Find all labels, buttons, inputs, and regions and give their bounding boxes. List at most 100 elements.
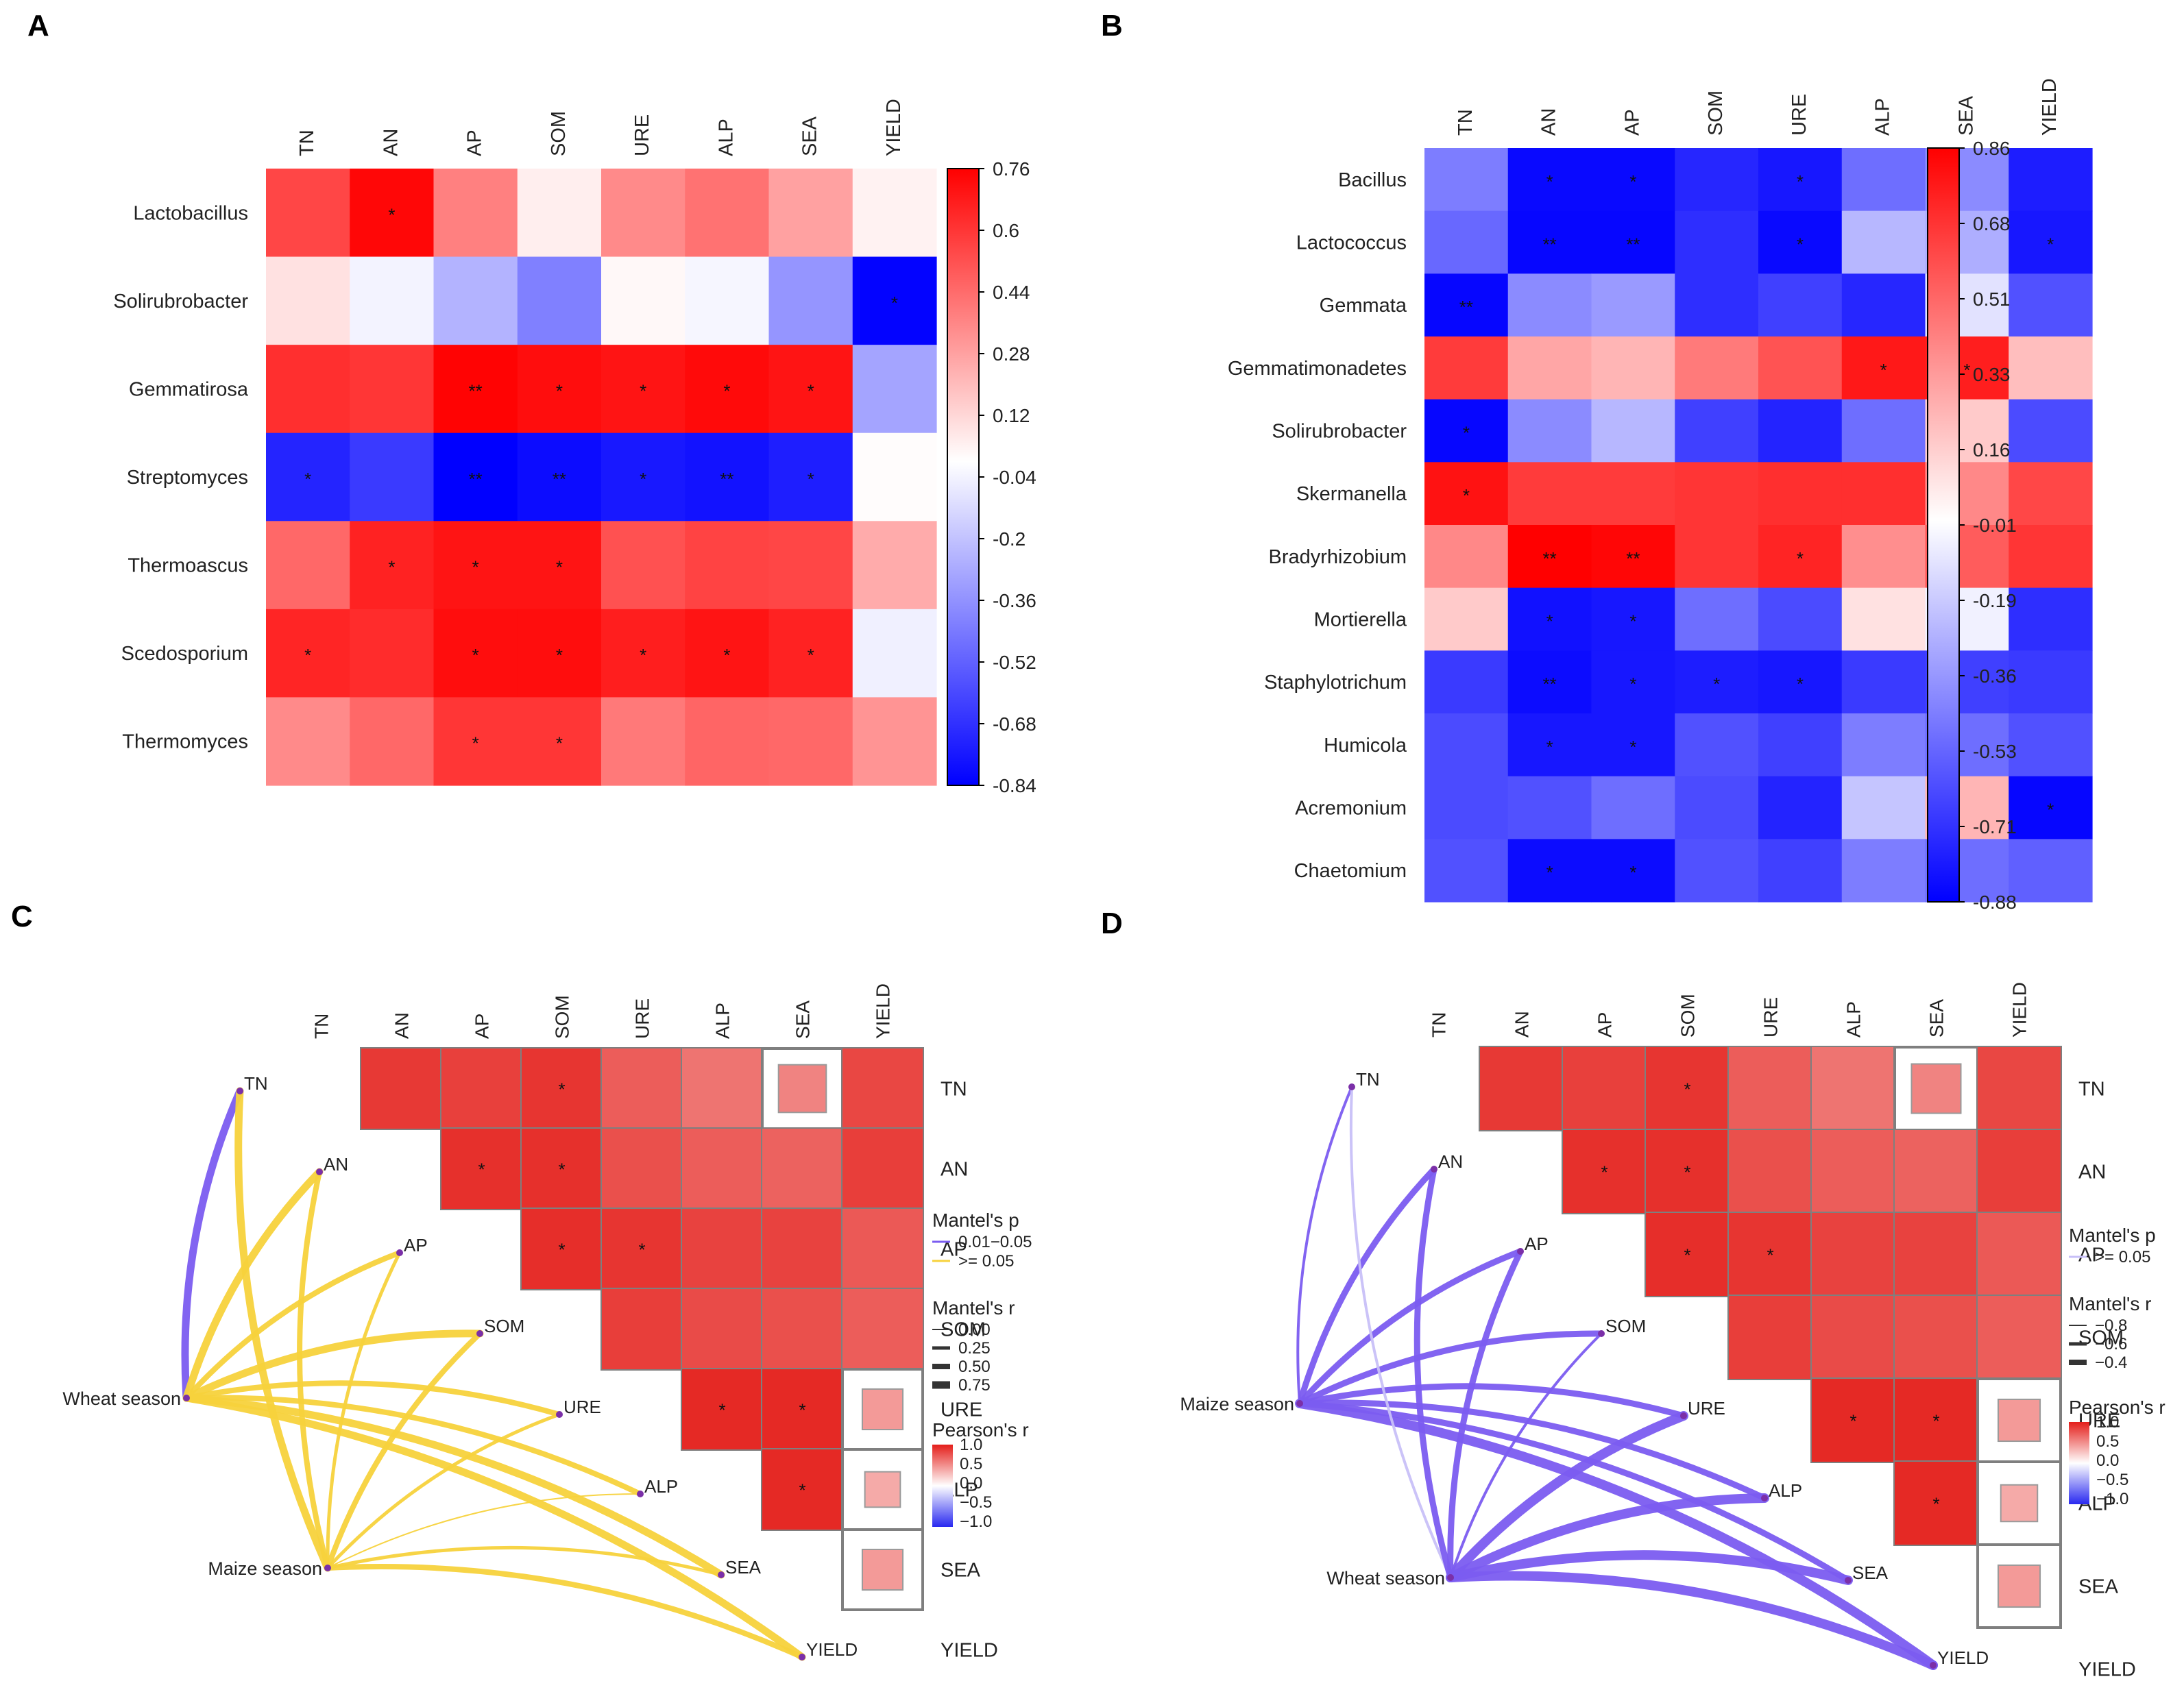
colorbar-tick-label: -0.71 xyxy=(1973,816,2017,837)
heatmap-cell xyxy=(1507,839,1592,903)
mantel-link xyxy=(182,1394,806,1661)
mantel-link xyxy=(1446,1411,1688,1582)
heatmap-cell xyxy=(1841,462,1926,526)
heatmap-cell xyxy=(433,256,518,345)
heatmap-a: TN AN AP SOM URE ALP SEA YIELD Lactobacillus Soli… xyxy=(113,99,1036,796)
node-label: YIELD xyxy=(1937,1647,1989,1668)
legend-label: >= 0.05 xyxy=(2095,1248,2150,1266)
variable-node xyxy=(1680,1412,1687,1419)
correlation-square xyxy=(762,1209,842,1289)
heatmap-cell xyxy=(1507,587,1592,651)
heatmap-cell xyxy=(2009,462,2093,526)
correlation-square xyxy=(682,1369,762,1449)
heatmap-cell xyxy=(2009,525,2093,589)
colorbar-tick-label: -0.52 xyxy=(993,652,1036,673)
heatmap-cell xyxy=(852,345,937,434)
column-label: TN xyxy=(1455,109,1477,136)
row-label: AP xyxy=(2078,1245,2105,1266)
heatmap-cell xyxy=(266,256,350,345)
correlation-square xyxy=(602,1289,682,1369)
mantel-link xyxy=(1413,1166,1454,1581)
significance-star: * xyxy=(1684,1245,1690,1266)
correlation-square xyxy=(1997,1398,2041,1443)
heatmap-cell xyxy=(601,521,685,610)
correlation-square xyxy=(1978,1047,2061,1130)
significance-star: * xyxy=(1849,1411,1856,1432)
heatmap-cell xyxy=(1675,587,1759,651)
heatmap-cell xyxy=(601,609,685,698)
colorbar-tick-label: -0.19 xyxy=(1973,590,2017,611)
significance-star: ** xyxy=(1626,234,1640,255)
colorbar-tick-label: 0.76 xyxy=(993,158,1030,180)
significance-star: ** xyxy=(1543,234,1557,255)
heatmap-cell xyxy=(1507,336,1592,400)
mantel-link xyxy=(1449,1332,1603,1579)
significance-star: * xyxy=(1713,674,1720,694)
heatmap-cell xyxy=(1424,650,1509,714)
row-label: Bacillus xyxy=(1338,169,1407,191)
source-label: Maize season xyxy=(1180,1394,1294,1414)
correlation-square xyxy=(1646,1213,1729,1296)
column-label: SEA xyxy=(799,116,821,156)
correlation-square xyxy=(1812,1379,1895,1462)
heatmap-cell xyxy=(350,697,435,786)
significance-star: * xyxy=(808,469,814,489)
variable-node xyxy=(236,1088,243,1094)
significance-star: * xyxy=(723,645,730,665)
heatmap-cell xyxy=(1424,399,1509,463)
significance-star: * xyxy=(1629,862,1636,883)
node-label: YIELD xyxy=(806,1639,858,1660)
correlation-square xyxy=(842,1049,923,1129)
heatmap-cell xyxy=(1675,713,1759,777)
node-label: SOM xyxy=(484,1316,524,1336)
heatmap-cell xyxy=(685,609,770,698)
heatmap-cell xyxy=(852,256,937,345)
significance-star: * xyxy=(1463,423,1470,443)
significance-star: * xyxy=(1546,171,1553,192)
correlation-square xyxy=(1812,1296,1895,1379)
variable-node xyxy=(556,1411,563,1418)
heatmap-cell xyxy=(1675,399,1759,463)
significance-star: * xyxy=(1932,1411,1939,1432)
column-label: YIELD xyxy=(883,99,905,156)
significance-star: ** xyxy=(1543,548,1557,569)
correlation-square xyxy=(522,1209,602,1289)
correlation-square xyxy=(1895,1296,1978,1379)
heatmap-cell xyxy=(1424,273,1509,337)
correlation-square xyxy=(762,1369,842,1449)
mantel-link xyxy=(1296,1330,1605,1407)
row-label: Solirubrobacter xyxy=(1272,421,1407,443)
heatmap-cell xyxy=(517,432,602,522)
significance-star: * xyxy=(1546,737,1553,757)
significance-star: * xyxy=(556,733,563,754)
variable-node xyxy=(799,1654,805,1660)
column-label: TN xyxy=(311,1014,332,1039)
legend-label: 0.0 xyxy=(960,1474,982,1493)
heatmap-cell xyxy=(1758,336,1843,400)
variable-node xyxy=(476,1330,483,1337)
correlation-square xyxy=(1997,1564,2041,1608)
heatmap-cell xyxy=(1591,587,1675,651)
heatmap-cell xyxy=(1591,336,1675,400)
significance-star: * xyxy=(1546,611,1553,632)
significance-star: * xyxy=(1463,485,1470,506)
heatmap-cell xyxy=(1758,148,1843,212)
column-label: SOM xyxy=(548,111,570,156)
node-label: TN xyxy=(244,1073,268,1094)
heatmap-cell xyxy=(685,169,770,258)
mantel-link xyxy=(326,1251,402,1570)
correlation-square xyxy=(1812,1213,1895,1296)
correlation-square xyxy=(1895,1130,1978,1213)
colorbar-tick-label: -0.84 xyxy=(993,775,1036,796)
legend-label: −0.6 xyxy=(2095,1335,2127,1353)
heatmap-cell xyxy=(433,697,518,786)
significance-star: * xyxy=(808,380,814,401)
colorbar-tick-label: 0.86 xyxy=(1973,138,2011,159)
heatmap-cell xyxy=(768,609,853,698)
mantel-link xyxy=(1295,1399,1938,1670)
row-label: Thermoascus xyxy=(128,555,248,577)
correlation-square xyxy=(842,1289,923,1369)
correlation-square xyxy=(1978,1296,2061,1379)
heatmap-cell xyxy=(350,609,435,698)
